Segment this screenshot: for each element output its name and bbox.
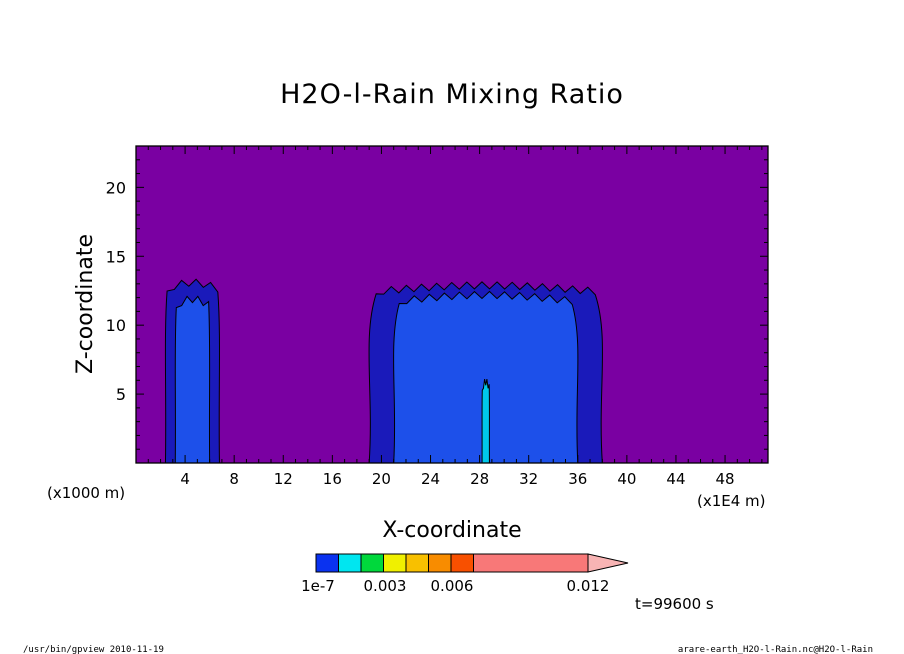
colorbar-segment (360, 553, 384, 573)
colorbar-tick-label: 1e-7 (301, 577, 335, 595)
colorbar-segment (428, 553, 452, 573)
colorbar-segment (450, 553, 474, 573)
contour-cell-2 (174, 295, 211, 464)
y-tick-label: 20 (106, 178, 126, 197)
colorbar-segment (338, 553, 362, 573)
x-tick-label: 8 (229, 470, 239, 488)
colorbar-segment (315, 553, 339, 573)
contour-cell-4 (393, 290, 579, 464)
x-unit-left: (x1000 m) (47, 484, 125, 502)
time-label: t=99600 s (635, 595, 714, 613)
x-axis-label: X-coordinate (382, 518, 521, 543)
y-tick-label: 10 (106, 316, 126, 335)
contour-cell-5 (481, 379, 490, 464)
y-tick-label: 15 (106, 247, 126, 266)
x-unit-right: (x1E4 m) (697, 492, 766, 510)
x-tick-label: 36 (568, 470, 587, 488)
x-tick-label: 24 (421, 470, 440, 488)
colorbar-segment (383, 553, 407, 573)
footer-right: arare-earth_H2O-l-Rain.nc@H2O-l-Rain (678, 645, 873, 654)
x-tick-label: 12 (274, 470, 293, 488)
x-tick-label: 48 (716, 470, 735, 488)
colorbar-segment (473, 553, 589, 573)
x-tick-label: 40 (617, 470, 636, 488)
footer-left: /usr/bin/gpview 2010-11-19 (23, 645, 164, 654)
colorbar: 1e-7 0.003 0.006 0.012 (301, 553, 629, 595)
colorbar-extend-arrow (587, 553, 629, 573)
x-tick-label: 20 (372, 470, 391, 488)
colorbar-tick-label: 0.003 (364, 577, 407, 595)
colorbar-segment (405, 553, 429, 573)
x-tick-label: 4 (180, 470, 190, 488)
x-tick-label: 44 (666, 470, 685, 488)
x-tick-label: 28 (470, 470, 489, 488)
chart-title: H2O-l-Rain Mixing Ratio (280, 79, 624, 110)
x-tick-label: 16 (323, 470, 342, 488)
y-axis-label: Z-coordinate (73, 234, 98, 374)
y-tick-label: 5 (116, 385, 126, 404)
colorbar-tick-label: 0.012 (567, 577, 610, 595)
plot-frame (135, 145, 769, 464)
x-tick-label: 32 (519, 470, 538, 488)
colorbar-tick-label: 0.006 (431, 577, 474, 595)
